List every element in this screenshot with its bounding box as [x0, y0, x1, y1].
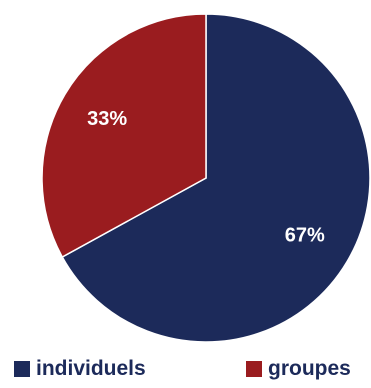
pie-slice-individuels [61, 13, 371, 343]
pie-slice-groupes [41, 13, 207, 259]
legend-label-individuels: individuels [36, 357, 146, 380]
legend: individuels groupes [0, 357, 371, 385]
data-label-groupes: 33% [87, 108, 127, 130]
legend-swatch-groupes [246, 361, 262, 377]
legend-item-groupes: groupes [246, 357, 351, 381]
legend-item-individuels: individuels [14, 357, 146, 381]
legend-label-groupes: groupes [268, 357, 351, 380]
data-label-individuels: 67% [285, 225, 325, 247]
pie-chart-svg: 67% 33% [41, 13, 371, 343]
legend-swatch-individuels [14, 361, 30, 377]
